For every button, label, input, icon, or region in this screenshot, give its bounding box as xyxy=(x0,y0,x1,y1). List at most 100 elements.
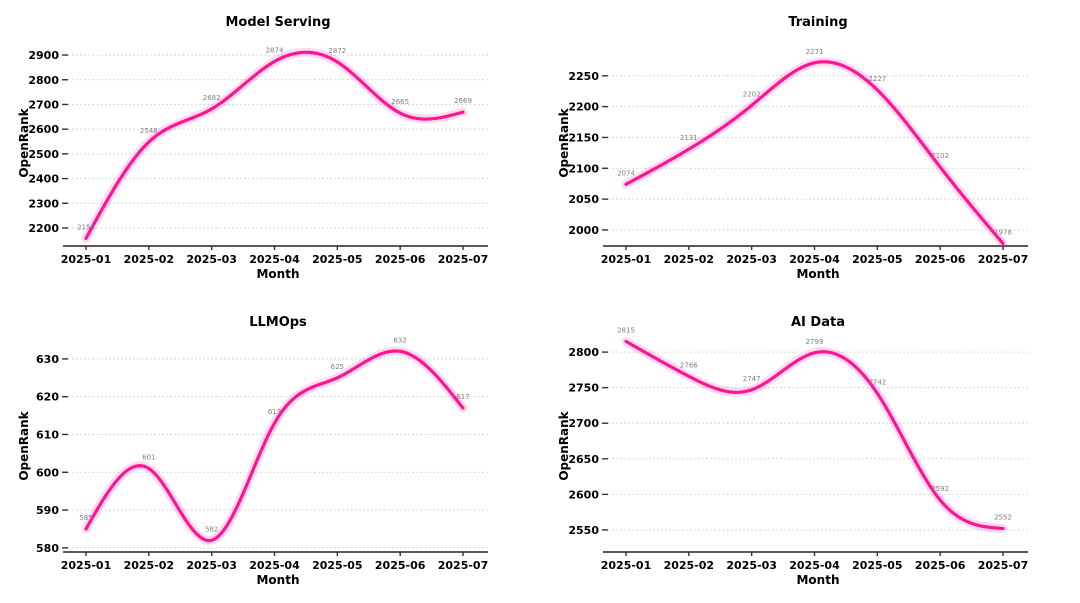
x-tick-label: 2025-01 xyxy=(61,559,112,572)
series-line xyxy=(624,339,1005,531)
point-label: 2682 xyxy=(203,94,221,102)
y-tick-label: 2200 xyxy=(568,101,599,114)
x-tick-label: 2025-06 xyxy=(915,253,966,266)
point-label: 2742 xyxy=(868,378,886,386)
x-tick-label: 2025-05 xyxy=(312,253,363,266)
x-tick-label: 2025-06 xyxy=(375,253,426,266)
x-axis-label: Month xyxy=(256,573,299,587)
point-label: 632 xyxy=(393,336,406,344)
series-line xyxy=(84,50,465,240)
y-tick-label: 590 xyxy=(36,504,59,517)
chart-training: 2000 2050 2100 2150 2200 2250 2025-01 2025-02 20… xyxy=(540,0,1080,300)
x-tick-label: 2025-01 xyxy=(61,253,112,266)
x-tick-label: 2025-03 xyxy=(186,559,237,572)
point-label: 2131 xyxy=(680,134,698,142)
y-tick-label: 2000 xyxy=(568,224,599,237)
x-tick-label: 2025-06 xyxy=(375,559,426,572)
point-label: 2202 xyxy=(743,90,761,98)
y-tick-label: 2400 xyxy=(28,173,59,186)
y-axis-label: OpenRank xyxy=(17,107,31,177)
y-tick-label: 2100 xyxy=(568,162,599,175)
y-tick-label: 2650 xyxy=(568,453,599,466)
y-tick-label: 2200 xyxy=(28,222,59,235)
point-label: 585 xyxy=(79,514,92,522)
chart-svg: 2000 2050 2100 2150 2200 2250 2025-01 2025-02 20… xyxy=(557,15,1029,281)
chart-model-serving: 2200 2300 2400 2500 2600 2700 2800 2900 2025-01 2… xyxy=(0,0,540,300)
x-tick-label: 2025-02 xyxy=(124,253,175,266)
series-line-glow xyxy=(621,336,1008,534)
point-label: 2102 xyxy=(931,152,949,160)
point-label: 625 xyxy=(331,363,344,371)
point-label: 2874 xyxy=(266,46,284,54)
chart-svg: 580 590 600 610 620 630 2025-01 2025-02 2025-03 2… xyxy=(17,315,489,587)
x-tick-label: 2025-05 xyxy=(312,559,363,572)
point-label: 2766 xyxy=(680,361,698,369)
point-label: 601 xyxy=(142,453,155,461)
x-tick-label: 2025-01 xyxy=(601,559,652,572)
x-axis-label: Month xyxy=(796,573,839,587)
chart-title: Model Serving xyxy=(225,15,330,30)
y-tick-label: 2700 xyxy=(568,417,599,430)
x-tick-label: 2025-02 xyxy=(664,559,715,572)
chart-llmops: 580 590 600 610 620 630 2025-01 2025-02 2025-03 2… xyxy=(0,300,540,603)
x-axis-label: Month xyxy=(256,267,299,281)
x-tick-label: 2025-07 xyxy=(978,253,1029,266)
chart-ai-data: 2550 2600 2650 2700 2750 2800 2025-01 2025-02 20… xyxy=(540,300,1080,603)
y-axis-label: OpenRank xyxy=(557,107,571,177)
series-line-glow xyxy=(81,346,468,546)
y-tick-label: 2600 xyxy=(568,488,599,501)
x-tick-label: 2025-07 xyxy=(438,253,489,266)
point-label: 2158 xyxy=(77,223,95,231)
point-label: 2271 xyxy=(806,48,824,56)
point-label: 617 xyxy=(456,393,469,401)
y-tick-label: 630 xyxy=(36,353,59,366)
point-label: 2669 xyxy=(454,97,472,105)
y-tick-label: 2800 xyxy=(568,346,599,359)
y-tick-label: 2300 xyxy=(28,197,59,210)
y-tick-label: 580 xyxy=(36,542,59,555)
chart-svg: 2200 2300 2400 2500 2600 2700 2800 2900 2025-01 2… xyxy=(17,15,489,281)
chart-svg: 2550 2600 2650 2700 2750 2800 2025-01 2025-02 20… xyxy=(557,315,1029,587)
y-tick-label: 2800 xyxy=(28,74,59,87)
series-line xyxy=(84,349,465,543)
y-tick-label: 2900 xyxy=(28,49,59,62)
y-tick-label: 600 xyxy=(36,466,59,479)
y-axis-label: OpenRank xyxy=(557,410,571,480)
x-tick-label: 2025-02 xyxy=(664,253,715,266)
x-tick-label: 2025-02 xyxy=(124,559,175,572)
point-label: 2548 xyxy=(140,127,158,135)
point-label: 2552 xyxy=(994,514,1012,522)
x-tick-label: 2025-01 xyxy=(601,253,652,266)
point-label: 1978 xyxy=(994,229,1012,237)
x-tick-label: 2025-04 xyxy=(789,253,840,266)
x-tick-label: 2025-06 xyxy=(915,559,966,572)
y-tick-label: 2600 xyxy=(28,123,59,136)
y-tick-label: 610 xyxy=(36,428,59,441)
point-label: 582 xyxy=(205,525,218,533)
x-tick-label: 2025-04 xyxy=(789,559,840,572)
point-label: 2747 xyxy=(743,375,761,383)
y-tick-label: 2150 xyxy=(568,131,599,144)
point-label: 2815 xyxy=(617,326,635,334)
y-tick-label: 2500 xyxy=(28,148,59,161)
x-tick-label: 2025-07 xyxy=(978,559,1029,572)
y-tick-label: 2050 xyxy=(568,193,599,206)
x-tick-label: 2025-07 xyxy=(438,559,489,572)
point-label: 2872 xyxy=(328,47,346,55)
chart-title: AI Data xyxy=(791,315,845,330)
chart-title: LLMOps xyxy=(249,315,307,330)
x-axis-label: Month xyxy=(796,267,839,281)
y-tick-label: 2700 xyxy=(28,98,59,111)
x-tick-label: 2025-04 xyxy=(249,253,300,266)
y-tick-label: 2250 xyxy=(568,70,599,83)
y-axis-label: OpenRank xyxy=(17,410,31,480)
x-tick-label: 2025-03 xyxy=(186,253,237,266)
point-label: 2074 xyxy=(617,169,635,177)
y-tick-label: 620 xyxy=(36,391,59,404)
point-label: 2227 xyxy=(868,75,886,83)
x-tick-label: 2025-05 xyxy=(852,253,903,266)
point-label: 2799 xyxy=(806,338,824,346)
x-tick-label: 2025-03 xyxy=(726,559,777,572)
y-tick-label: 2550 xyxy=(568,524,599,537)
